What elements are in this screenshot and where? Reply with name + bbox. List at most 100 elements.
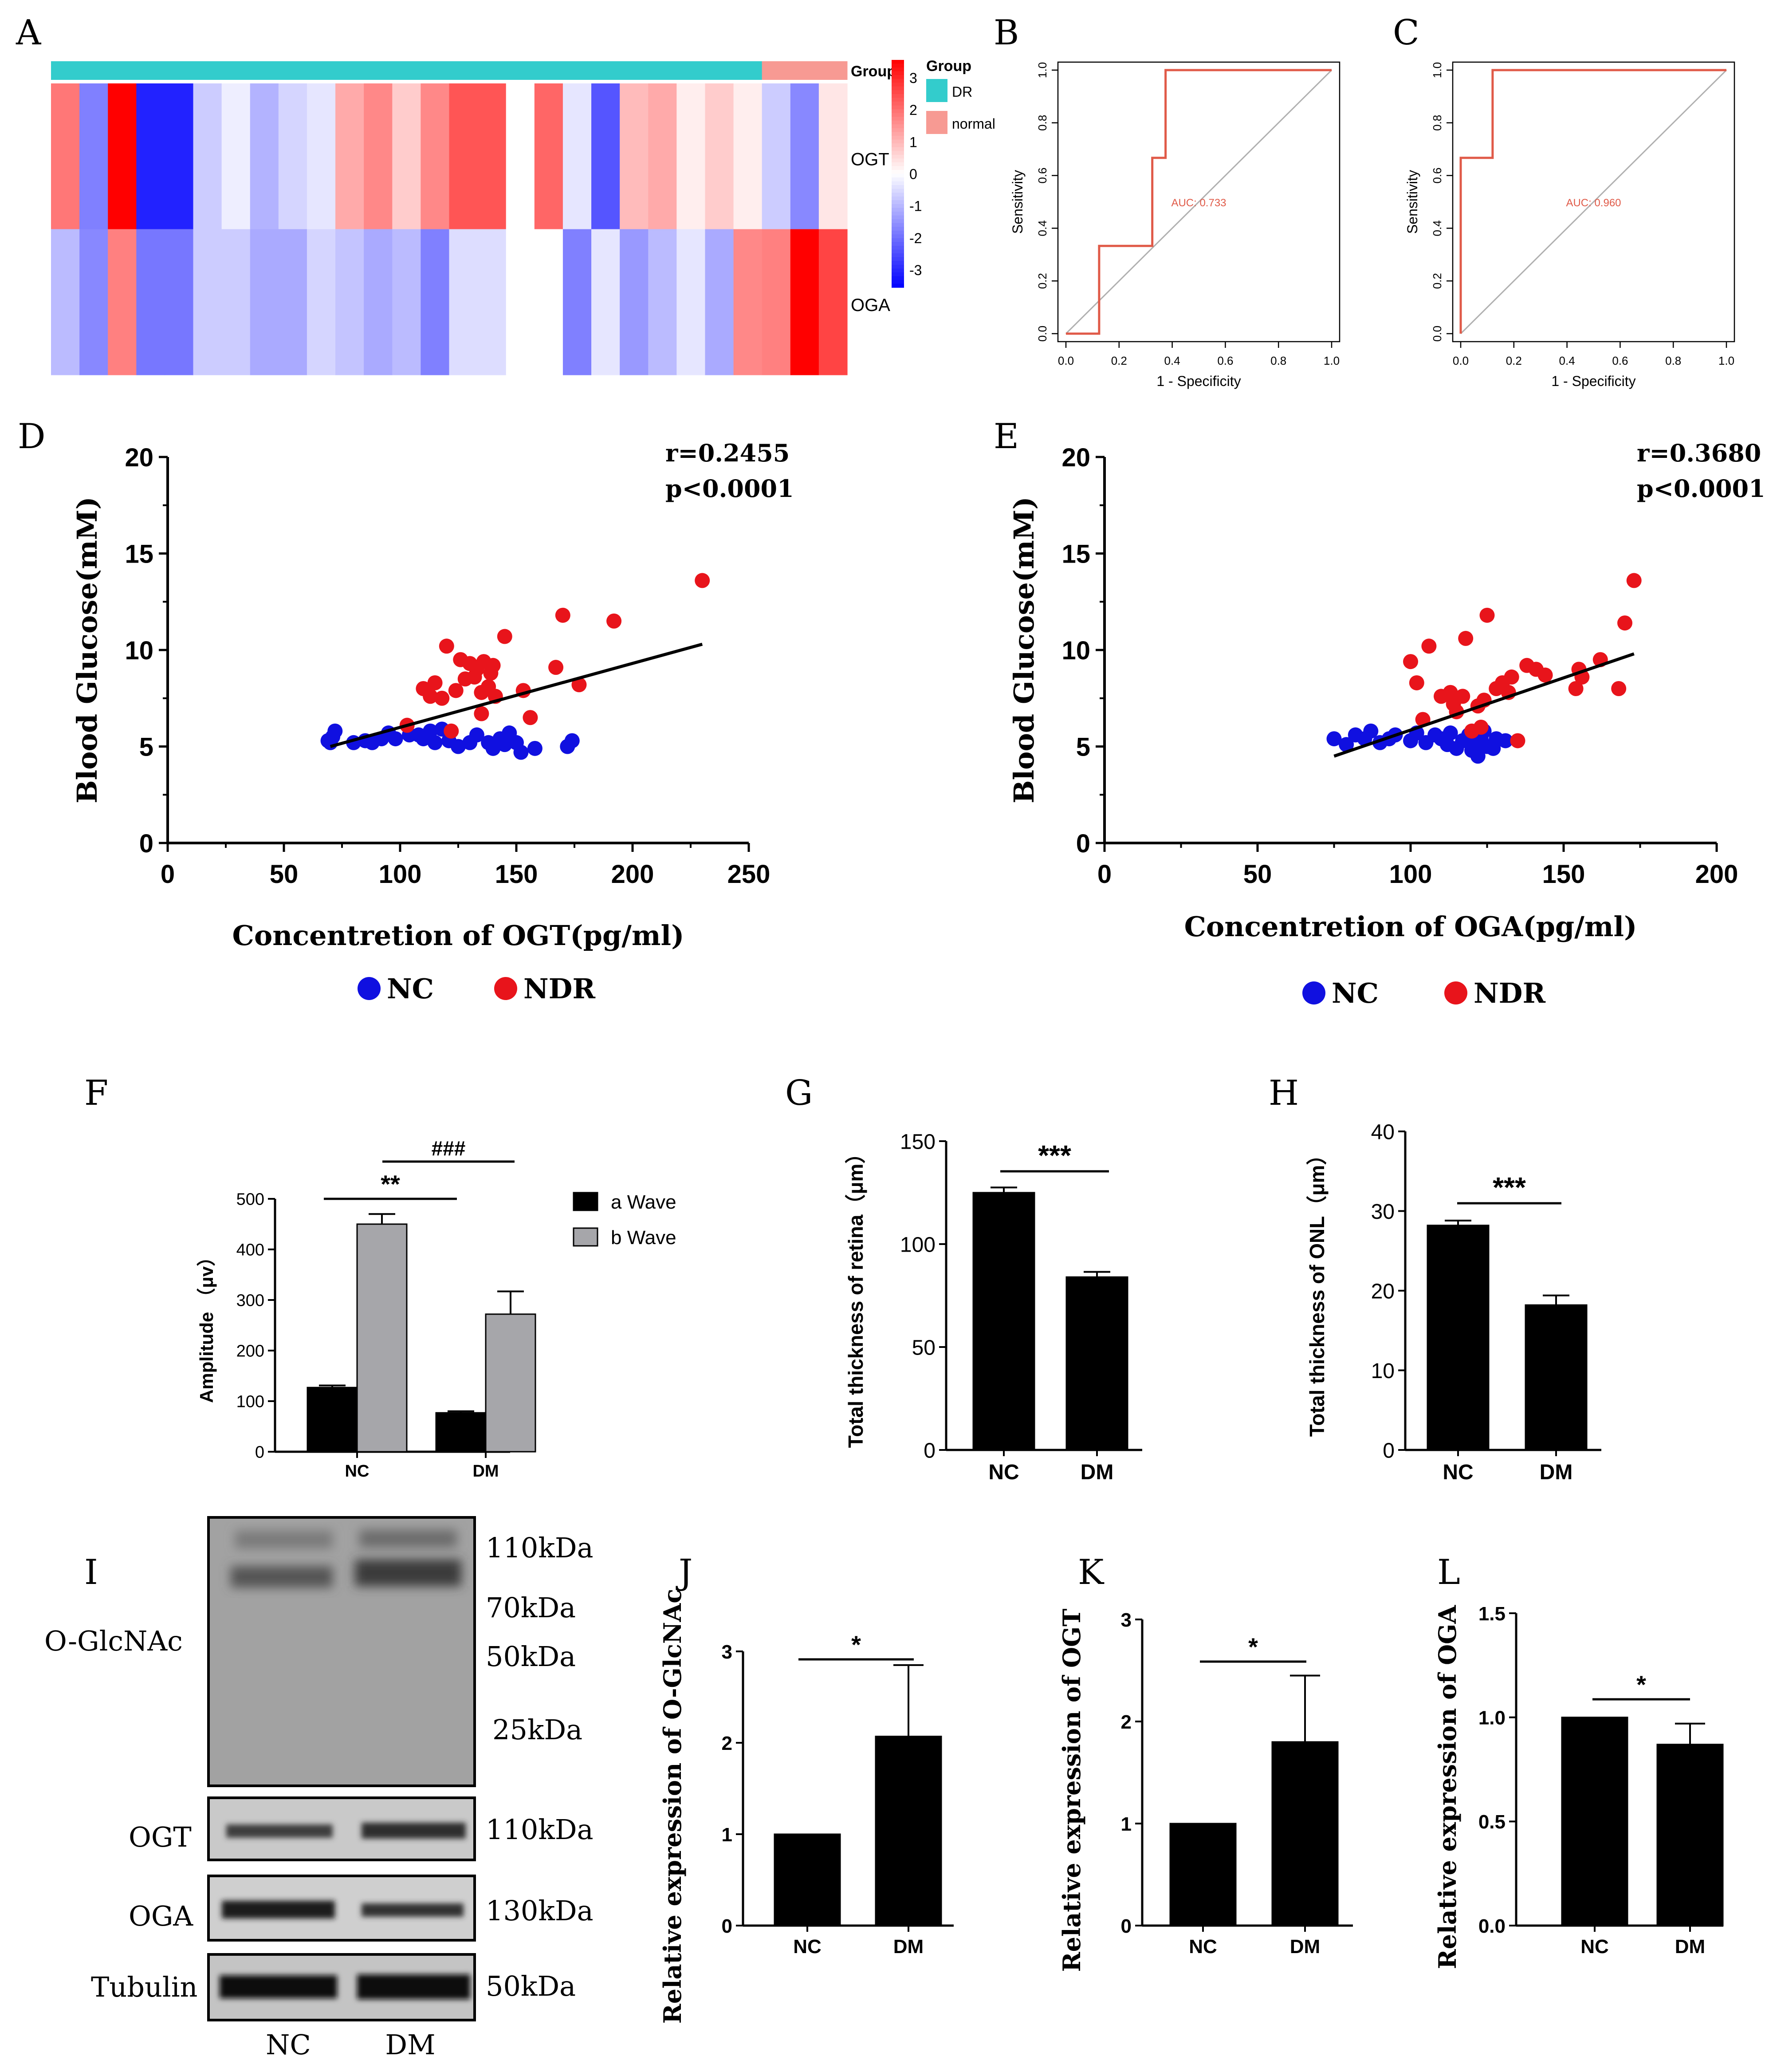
heatmap-cell [705, 83, 734, 230]
data-point-nc [1363, 723, 1379, 739]
heatmap-cell [818, 229, 848, 375]
heatmap-colorbar-segment [892, 154, 904, 159]
heatmap-cell [477, 83, 507, 230]
heatmap-cell [193, 229, 222, 375]
y-axis-label: Total thickness of retina（μm） [844, 1143, 867, 1448]
heatmap-colorbar-segment [892, 227, 904, 231]
y-tick-label: 20 [1061, 443, 1090, 472]
data-point-nc [423, 723, 438, 739]
data-point-ndr [695, 573, 710, 588]
bar-expression [1169, 1823, 1237, 1926]
heatmap-cell [79, 83, 108, 230]
scatter-chart-e: 0 50 100 150 200 0 5 10 15 20 Concentretion of OGA… [1008, 439, 1765, 1009]
stat-label: p<0.0001 [665, 474, 794, 503]
legend-label: NC [387, 973, 434, 1005]
heatmap-cell [250, 229, 279, 375]
heatmap-colorbar-segment [892, 200, 904, 205]
heatmap-colorbar-segment [892, 212, 904, 216]
heatmap-cell [733, 83, 763, 230]
data-point-ndr [1473, 720, 1489, 735]
data-point-nc [469, 727, 484, 743]
heatmap-colorbar-segment [892, 193, 904, 197]
x-tick-label: 150 [1542, 860, 1585, 889]
heatmap-cell [762, 229, 791, 375]
y-tick-label: 1.0 [1478, 1707, 1506, 1729]
data-point-ndr [1617, 615, 1632, 631]
data-point-nc [1339, 737, 1354, 752]
bar-chart-l: 0.0 0.5 1.0 1.5 NC DM Relative expression of O… [1433, 1603, 1724, 1969]
heatmap-cell [676, 229, 706, 375]
heatmap-legend-swatch [926, 79, 947, 102]
heatmap-group-bar [762, 61, 848, 80]
heatmap-colorbar-segment [892, 261, 904, 265]
y-axis-label: Relative expression of OGT [1057, 1609, 1086, 1972]
heatmap-colorbar-segment [892, 185, 904, 189]
heatmap-cell [449, 229, 478, 375]
y-axis-label: Sensitivity [1404, 170, 1420, 234]
data-point-nc [427, 735, 443, 750]
y-tick-label: 1 [1121, 1813, 1132, 1835]
data-point-nc [1470, 748, 1486, 764]
heatmap-colorbar-segment [892, 196, 904, 201]
x-tick-label: NC [988, 1461, 1019, 1484]
roc-plot-frame [1057, 61, 1341, 343]
heatmap-cell [591, 229, 620, 375]
heatmap-legend-label: DR [952, 84, 972, 100]
heatmap-cell [449, 83, 478, 230]
heatmap-cell [136, 229, 165, 375]
heatmap-cell [364, 83, 393, 230]
legend-swatch-nc [358, 977, 381, 1000]
heatmap-cell [364, 229, 393, 375]
data-point-nc [1326, 731, 1342, 747]
blot-label-tubulin: Tubulin [91, 1971, 198, 2003]
x-tick-label: 100 [379, 860, 422, 889]
bar-chart-k: 0 1 2 3 NC DM Relative expression of OGT * [1057, 1609, 1353, 1972]
heatmap-cell [221, 83, 251, 230]
y-tick-label: 10 [1061, 636, 1090, 665]
heatmap-colorbar-segment [892, 272, 904, 276]
heatmap-colorbar-segment [892, 253, 904, 258]
y-tick-label: 15 [125, 540, 153, 569]
data-point-ndr [1537, 667, 1553, 683]
stat-label: r=0.2455 [665, 439, 790, 467]
data-point-ndr [1611, 681, 1627, 696]
x-tick-label: 0.2 [1111, 354, 1127, 367]
y-tick-label: 0.4 [1431, 220, 1444, 236]
significance-marker: *** [1038, 1139, 1071, 1171]
heatmap-cell [648, 83, 677, 230]
heatmap-colorbar-segment [892, 79, 904, 83]
blot-band [362, 1823, 466, 1839]
heatmap-colorbar-segment [892, 249, 904, 254]
heatmap-cell [534, 83, 563, 230]
panel-label-f: F [84, 1073, 108, 1113]
y-tick-label: 0.6 [1036, 168, 1049, 184]
stat-label: p<0.0001 [1637, 474, 1765, 503]
blot-marker: 110kDa [486, 1813, 594, 1846]
panel-label-k: K [1078, 1552, 1105, 1592]
y-tick-label: 0.5 [1478, 1811, 1506, 1833]
legend-label: NDR [523, 973, 595, 1005]
y-tick-label: 0.8 [1431, 115, 1444, 131]
y-tick-label: 0.4 [1036, 220, 1049, 236]
heatmap-colorbar-segment [892, 83, 904, 87]
data-point-ndr [1504, 669, 1519, 685]
significance-marker: *** [1493, 1171, 1526, 1203]
data-point-nc [388, 731, 403, 747]
y-tick-label: 0.0 [1036, 326, 1049, 342]
x-tick-label: 50 [270, 860, 299, 889]
heatmap-cell [506, 229, 535, 375]
data-point-nc [327, 723, 343, 739]
data-point-ndr [555, 607, 570, 623]
x-tick-label: DM [1540, 1461, 1573, 1484]
x-axis-label: 1 - Specificity [1551, 373, 1635, 389]
heatmap-cell [51, 83, 80, 230]
x-tick-label: 50 [1243, 860, 1272, 889]
heatmap-cell [534, 229, 563, 375]
heatmap-cell [307, 83, 336, 230]
y-tick-label: 200 [236, 1342, 264, 1361]
heatmap-colorbar-segment [892, 147, 904, 151]
y-axis-label: Amplitude （μv） [196, 1248, 217, 1403]
y-tick-label: 10 [1371, 1359, 1395, 1383]
panel-label-l: L [1437, 1552, 1460, 1592]
